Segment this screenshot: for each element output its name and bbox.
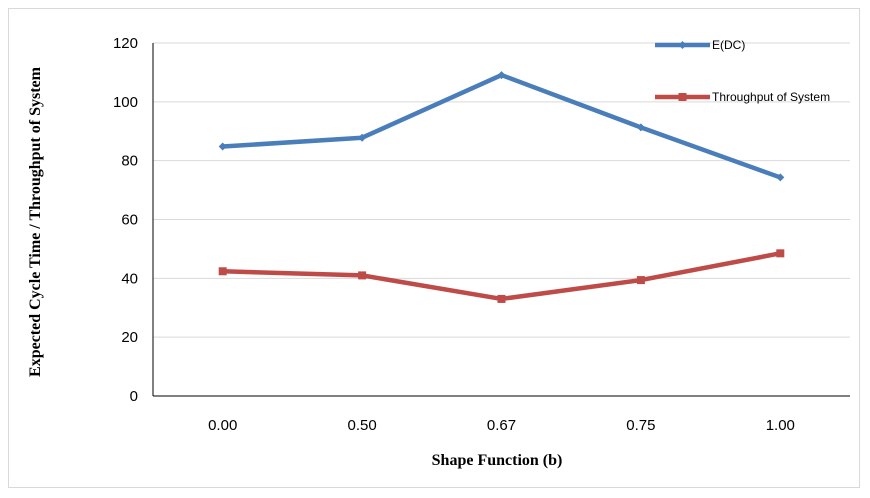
legend-entry: E(DC): [655, 38, 745, 52]
data-point-marker: [636, 123, 645, 132]
series-line: [220, 251, 783, 302]
series-2: [218, 249, 785, 303]
legend-swatch-marker: [678, 93, 687, 101]
data-point-marker: [497, 71, 506, 80]
data-point-marker: [497, 294, 506, 303]
legend: E(DC) Throughput of System: [655, 38, 830, 104]
data-point-marker: [776, 173, 785, 182]
data-point-marker: [358, 271, 367, 280]
chart-frame: [8, 8, 860, 488]
y-tick-labels: 0 20 40 60 80 100 120: [113, 35, 138, 405]
y-tick-label: 120: [113, 35, 138, 52]
legend-entry: Throughput of System: [655, 90, 830, 104]
legend-swatch-marker: [678, 41, 687, 49]
y-axis-title: Expected Cycle Time / Throughput of Syst…: [27, 66, 44, 377]
y-tick-label: 80: [121, 153, 138, 170]
legend-label: E(DC): [712, 38, 745, 52]
data-point-marker: [358, 133, 367, 142]
y-tick-label: 40: [121, 270, 138, 287]
data-point-marker: [218, 142, 227, 151]
data-point-marker: [636, 276, 645, 285]
gridlines: [153, 42, 850, 338]
x-tick-label: 0.50: [347, 417, 376, 434]
y-tick-label: 20: [121, 329, 138, 346]
data-point-marker: [776, 249, 785, 258]
legend-label: Throughput of System: [712, 90, 830, 104]
x-tick-label: 1.00: [766, 417, 795, 434]
series-line: [220, 72, 783, 180]
x-tick-label: 0.67: [487, 417, 516, 434]
series: [218, 71, 785, 303]
series-1: [218, 71, 785, 182]
data-point-marker: [218, 267, 227, 276]
x-tick-labels: 0.00 0.50 0.67 0.75 1.00: [208, 417, 795, 434]
x-tick-label: 0.00: [208, 417, 237, 434]
y-tick-label: 0: [130, 388, 138, 405]
axes: [152, 43, 850, 397]
x-axis-title: Shape Function (b): [432, 452, 563, 469]
y-tick-label: 100: [113, 94, 138, 111]
x-tick-label: 0.75: [626, 417, 655, 434]
y-tick-label: 60: [121, 212, 138, 229]
